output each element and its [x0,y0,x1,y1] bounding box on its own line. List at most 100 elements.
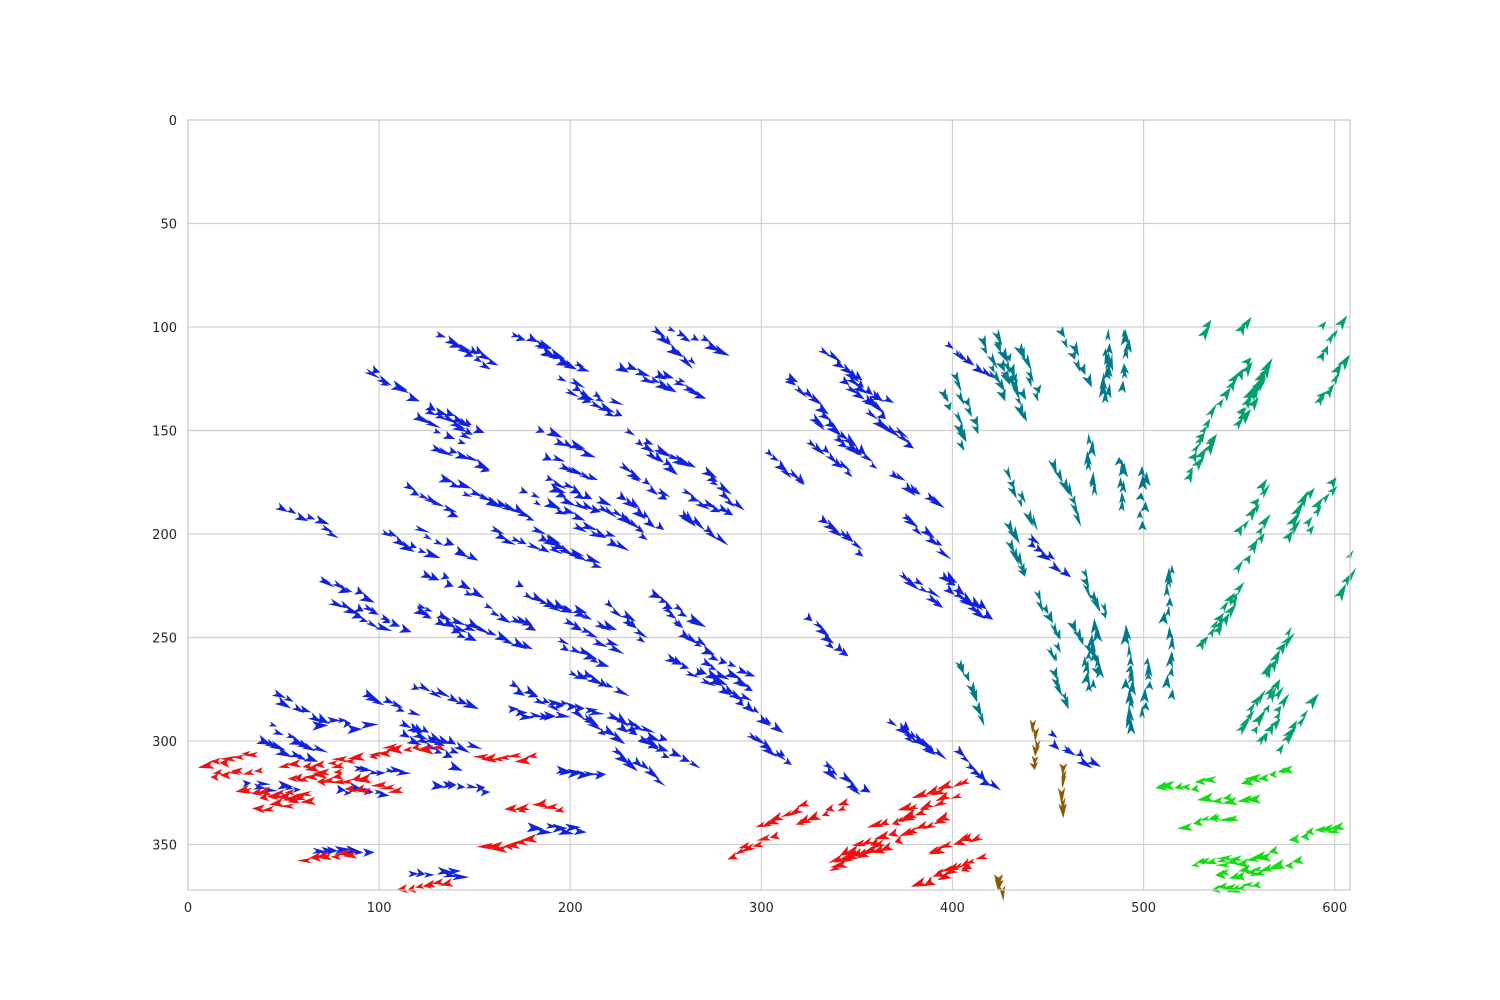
vector-arrow [390,380,408,391]
vector-arrow [573,826,587,835]
vector-arrow [1002,360,1011,374]
vector-arrow [1310,497,1323,513]
vector-arrow [444,735,457,745]
vector-arrow [542,803,559,810]
vector-arrow [1255,708,1267,723]
vector-arrow [612,685,630,697]
vector-arrow [665,610,677,619]
vector-arrow [828,864,841,872]
vector-arrow [1219,600,1229,613]
vector-arrow [490,756,505,762]
vector-arrow [701,466,718,479]
vector-arrow [1258,483,1271,499]
vector-arrow [1059,763,1068,774]
vector-arrow [678,354,694,370]
vector-arrow [256,734,272,745]
vector-arrow [352,753,361,760]
vector-arrow [1326,477,1337,490]
vector-arrow [1055,326,1066,338]
vector-arrow [1082,659,1090,675]
vector-arrow [1209,619,1219,631]
vector-arrow [1048,560,1063,573]
vector-arrow [367,606,379,615]
vector-arrow [731,498,745,511]
vector-arrow [456,578,472,590]
vector-arrow [532,499,542,506]
vector-arrow [899,827,915,837]
vector-arrow [673,619,684,629]
vector-arrow [728,689,744,702]
vector-arrow [583,770,599,777]
vector-arrow [358,787,371,795]
vector-arrow [432,427,442,434]
vector-arrow [286,506,297,514]
vector-arrow [319,577,336,588]
vector-arrow [1031,755,1039,766]
vector-arrow [1272,705,1282,716]
vector-arrow [1114,456,1125,466]
vector-arrow [553,700,565,711]
vector-arrow [514,579,524,588]
vector-arrow [343,790,353,796]
vector-arrow [1282,530,1294,544]
vector-arrow [1174,782,1185,790]
vector-arrow [462,426,473,435]
vector-arrow [259,805,275,812]
vector-arrow [396,384,410,394]
vector-arrow [541,346,557,358]
vector-arrow [579,448,597,458]
vector-arrow [735,665,749,675]
vector-arrow [406,884,417,893]
vector-arrow [1284,626,1292,638]
vector-arrow [612,408,623,417]
vector-arrow [395,769,412,776]
vector-arrow [402,746,413,753]
vector-arrow [969,766,982,777]
vector-arrow [1240,409,1252,421]
vector-arrow [672,379,687,386]
vector-arrow [854,443,866,455]
vector-arrow [935,791,952,802]
vector-arrow [840,530,854,543]
vector-arrow [438,473,454,483]
vector-arrow [403,481,416,491]
vector-arrow [455,696,469,705]
vector-arrow [562,617,578,627]
vector-arrow [326,716,342,724]
vector-arrow [615,491,627,501]
vector-arrow [1025,374,1032,388]
vector-arrow [527,689,539,698]
vector-arrow [649,376,661,384]
vector-arrow [837,805,847,812]
vector-arrow [625,618,637,629]
vector-arrow [1136,510,1144,519]
vector-arrow [1017,567,1027,577]
vector-arrow [476,842,494,850]
vector-arrow [864,408,879,420]
vector-arrow [545,426,563,438]
vector-arrow [429,443,445,453]
vector-arrow [622,757,638,772]
vector-arrow [548,483,567,493]
vector-arrow [533,696,547,705]
vector-arrow [817,410,832,421]
vector-arrow [504,804,518,813]
vector-arrow [385,744,404,755]
vector-arrow [933,869,943,877]
vector-arrow [385,528,398,538]
vector-arrow [586,673,604,686]
vector-arrow [822,765,837,781]
vector-arrow [813,419,826,431]
vector-arrow [1185,466,1194,476]
vector-arrow [1144,660,1153,678]
vector-arrow [836,430,849,440]
vector-arrow [610,507,624,518]
vector-arrow [603,409,615,417]
vector-arrow [512,803,531,810]
vector-arrow [327,760,338,766]
vector-arrow [210,773,219,782]
vector-arrow [557,827,575,835]
vector-arrow [1240,316,1252,330]
vector-arrow [932,598,944,608]
vector-arrow [862,844,879,853]
